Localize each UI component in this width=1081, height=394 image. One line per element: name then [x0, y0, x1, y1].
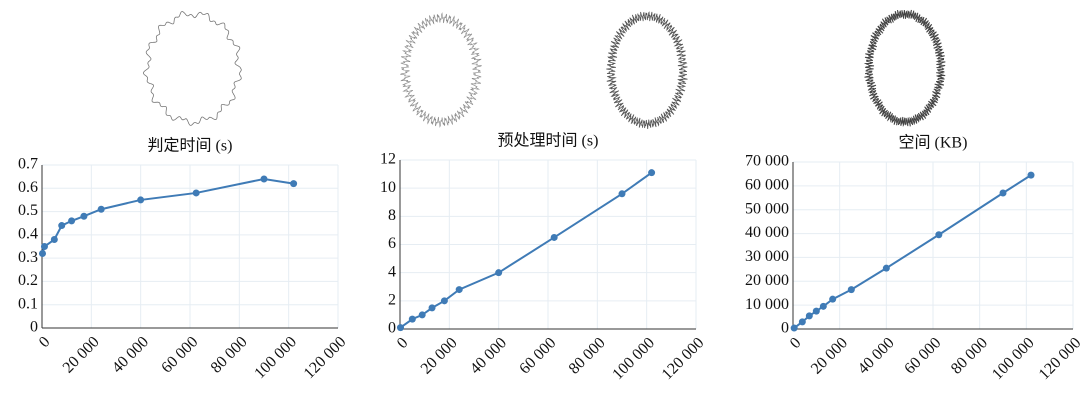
y-tick-label: 0 — [30, 319, 38, 336]
y-tick-label: 0.7 — [18, 156, 38, 173]
y-tick-label: 4 — [388, 263, 396, 280]
data-point — [1000, 190, 1007, 197]
data-point — [429, 304, 436, 311]
shape-outline — [401, 13, 482, 126]
data-point — [495, 269, 502, 276]
data-point — [1028, 172, 1035, 179]
data-point — [883, 265, 890, 272]
x-tick-label: 80 000 — [208, 333, 251, 376]
x-tick-label: 60 000 — [901, 334, 944, 377]
data-point — [551, 234, 558, 241]
data-point — [799, 318, 806, 325]
x-tick-label: 0 — [787, 334, 805, 352]
data-point — [456, 286, 463, 293]
x-tick-label: 40 000 — [109, 333, 152, 376]
y-tick-label: 10 — [380, 179, 396, 196]
y-tick-label: 30 000 — [745, 248, 789, 265]
chart-title: 判定时间 (s) — [148, 137, 233, 155]
x-tick-label: 120 000 — [301, 333, 350, 382]
y-tick-label: 40 000 — [745, 224, 789, 241]
y-tick-label: 0.5 — [18, 202, 38, 219]
y-tick-label: 0.3 — [18, 249, 38, 266]
data-point — [80, 213, 87, 220]
x-tick-label: 0 — [394, 334, 412, 352]
y-tick-label: 0.2 — [18, 272, 38, 289]
y-tick-label: 8 — [388, 207, 396, 224]
x-tick-label: 40 000 — [467, 334, 510, 377]
x-tick-label: 60 000 — [516, 334, 559, 377]
data-point — [820, 303, 827, 310]
y-tick-label: 0 — [388, 320, 396, 337]
data-line — [42, 179, 293, 254]
x-tick-label: 80 000 — [948, 334, 991, 377]
x-tick-label: 60 000 — [158, 333, 201, 376]
x-tick-label: 120 000 — [659, 334, 708, 383]
data-point — [51, 236, 58, 243]
data-point — [397, 324, 404, 331]
x-tick-label: 20 000 — [418, 334, 461, 377]
y-tick-label: 20 000 — [745, 272, 789, 289]
y-tick-label: 12 — [380, 151, 396, 168]
x-tick-label: 100 000 — [251, 333, 300, 382]
y-tick-label: 2 — [388, 292, 396, 309]
data-point — [419, 311, 426, 318]
x-tick-label: 0 — [36, 333, 54, 351]
data-point — [68, 217, 75, 224]
data-point — [58, 222, 65, 229]
chart-title: 空间 (KB) — [899, 134, 968, 152]
data-point — [137, 196, 144, 203]
shape-outline — [143, 12, 241, 126]
data-point — [619, 190, 626, 197]
y-tick-label: 0 — [781, 320, 789, 337]
data-point — [290, 180, 297, 187]
y-tick-label: 6 — [388, 235, 396, 252]
x-tick-label: 100 000 — [609, 334, 658, 383]
data-point — [39, 250, 46, 257]
x-tick-label: 80 000 — [566, 334, 609, 377]
data-point — [829, 296, 836, 303]
data-point — [193, 189, 200, 196]
x-tick-label: 100 000 — [989, 334, 1038, 383]
y-tick-label: 0.6 — [18, 179, 38, 196]
data-point — [441, 297, 448, 304]
data-point — [935, 231, 942, 238]
data-point — [648, 169, 655, 176]
y-tick-label: 10 000 — [745, 296, 789, 313]
y-tick-label: 70 000 — [745, 153, 789, 170]
figure: 判定时间 (s)00.10.20.30.40.50.60.7020 00040 … — [0, 0, 1081, 394]
data-point — [261, 175, 268, 182]
data-point — [806, 312, 813, 319]
data-point — [409, 316, 416, 323]
data-line — [400, 173, 651, 328]
data-point — [813, 308, 820, 315]
shape-outline — [865, 10, 946, 126]
data-point — [848, 286, 855, 293]
chart-title: 预处理时间 (s) — [498, 132, 599, 150]
x-tick-label: 40 000 — [855, 334, 898, 377]
data-point — [98, 206, 105, 213]
shape-outline — [606, 12, 687, 129]
data-point — [791, 325, 798, 332]
x-tick-label: 20 000 — [808, 334, 851, 377]
y-tick-label: 60 000 — [745, 177, 789, 194]
x-tick-label: 20 000 — [60, 333, 103, 376]
y-tick-label: 0.1 — [18, 295, 38, 312]
y-tick-label: 50 000 — [745, 200, 789, 217]
y-tick-label: 0.4 — [18, 226, 38, 243]
x-tick-label: 120 000 — [1036, 334, 1081, 383]
data-point — [41, 243, 48, 250]
